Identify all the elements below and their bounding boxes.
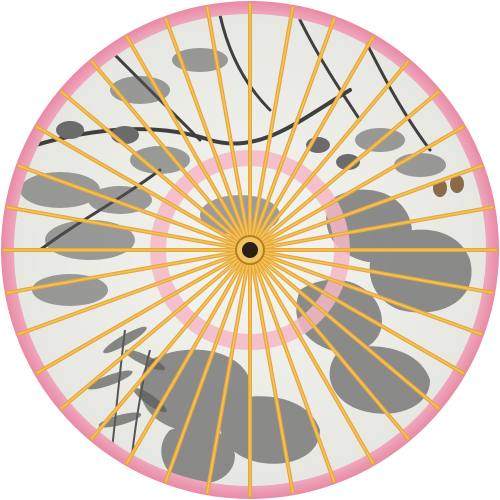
umbrella-rib-highlight: [6, 251, 237, 294]
umbrella-rib-highlight: [263, 251, 494, 294]
umbrella-rib-highlight: [251, 263, 294, 494]
umbrella-rib-highlight: [206, 263, 249, 494]
umbrella-rib-highlight: [18, 165, 238, 246]
umbrella-rib-highlight: [165, 262, 246, 482]
umbrella-rib-highlight: [256, 36, 374, 239]
umbrella-rib-highlight: [206, 6, 249, 237]
umbrella-rib-highlight: [262, 254, 482, 335]
umbrella-rib-highlight: [18, 254, 238, 335]
umbrella-rib-highlight: [91, 259, 242, 440]
umbrella-rib-highlight: [258, 259, 409, 440]
umbrella-rib-highlight: [6, 206, 237, 249]
umbrella-rib-highlight: [261, 126, 464, 244]
umbrella-rib-highlight: [254, 262, 335, 482]
umbrella-rib-highlight: [251, 6, 294, 237]
umbrella-rib-highlight: [126, 261, 244, 464]
umbrella-rib-highlight: [254, 18, 335, 238]
umbrella-rib-highlight: [259, 258, 440, 409]
umbrella-rib-highlight: [261, 256, 464, 374]
umbrella-rib-highlight: [256, 261, 374, 464]
umbrella-rib-highlight: [60, 91, 241, 242]
hub-inner: [242, 242, 258, 258]
umbrella-rib-highlight: [36, 256, 239, 374]
umbrella-rib-highlight: [262, 165, 482, 246]
umbrella-rib-highlight: [165, 18, 246, 238]
umbrella-rib-highlight: [36, 126, 239, 244]
umbrella-rib-highlight: [91, 60, 242, 241]
umbrella-rib-highlight: [263, 206, 494, 249]
umbrella-rib-highlight: [126, 36, 244, 239]
umbrella-rib-highlight: [258, 60, 409, 241]
umbrella-rib-highlight: [60, 258, 241, 409]
umbrella-rib-highlight: [259, 91, 440, 242]
